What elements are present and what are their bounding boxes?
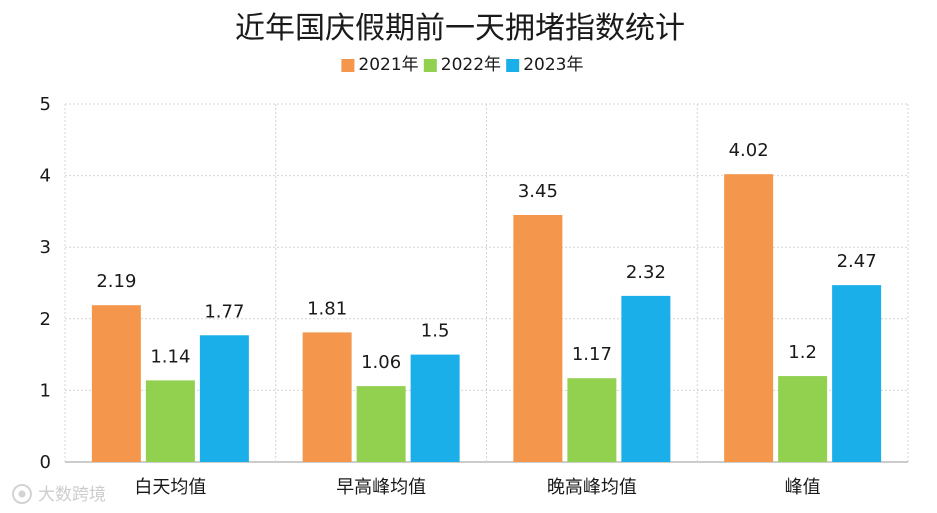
data-label: 1.14 bbox=[150, 346, 190, 367]
y-tick-label: 3 bbox=[40, 237, 51, 258]
legend-label: 2021年 bbox=[358, 55, 418, 75]
data-label: 4.02 bbox=[729, 140, 769, 161]
chart-title: 近年国庆假期前一天拥堵指数统计 bbox=[235, 11, 685, 46]
legend: 2021年 2022年 2023年 bbox=[341, 55, 583, 75]
data-label: 1.17 bbox=[572, 344, 612, 365]
x-tick-label: 峰值 bbox=[785, 477, 821, 498]
data-label: 1.77 bbox=[204, 301, 244, 322]
data-label: 2.47 bbox=[837, 251, 877, 272]
y-tick-label: 5 bbox=[40, 94, 51, 115]
data-labels: 2.19 1.14 1.77 1.81 1.06 1.5 3.45 1.17 2.32 4.02 1… bbox=[96, 140, 876, 373]
data-label: 1.06 bbox=[361, 352, 401, 373]
legend-swatch bbox=[341, 59, 355, 72]
bar bbox=[832, 285, 882, 462]
data-label: 2.32 bbox=[626, 262, 666, 283]
y-tick-label: 0 bbox=[40, 452, 51, 473]
legend-swatch bbox=[423, 59, 437, 72]
camera-watermark-icon bbox=[12, 484, 32, 504]
data-label: 1.81 bbox=[307, 298, 347, 319]
y-tick-label: 4 bbox=[40, 166, 51, 187]
bar bbox=[91, 305, 141, 462]
bar bbox=[302, 332, 352, 462]
bar bbox=[621, 295, 671, 462]
bar bbox=[145, 380, 195, 462]
y-axis: 0 1 2 3 4 5 bbox=[40, 94, 51, 473]
bar bbox=[410, 354, 460, 462]
watermark-text: 大数跨境 bbox=[38, 485, 106, 505]
y-tick-label: 1 bbox=[40, 380, 51, 401]
bar bbox=[724, 174, 774, 462]
bar bbox=[567, 378, 617, 462]
data-label: 2.19 bbox=[96, 271, 136, 292]
x-axis: 白天均值 早高峰均值 晚高峰均值 峰值 bbox=[134, 477, 820, 498]
legend-swatch bbox=[506, 59, 520, 72]
x-tick-label: 早高峰均值 bbox=[336, 477, 426, 498]
bar bbox=[356, 386, 406, 462]
x-tick-label: 白天均值 bbox=[134, 477, 206, 498]
legend-label: 2023年 bbox=[523, 55, 583, 75]
bar bbox=[513, 214, 563, 462]
data-label: 3.45 bbox=[518, 181, 558, 202]
bar bbox=[199, 335, 249, 462]
y-tick-label: 2 bbox=[40, 309, 51, 330]
watermark: 大数跨境 bbox=[12, 484, 106, 505]
legend-label: 2022年 bbox=[441, 55, 501, 75]
bar bbox=[778, 376, 828, 462]
data-label: 1.5 bbox=[421, 321, 450, 342]
data-label: 1.2 bbox=[788, 342, 817, 363]
bars bbox=[91, 174, 882, 462]
x-tick-label: 晚高峰均值 bbox=[547, 477, 637, 498]
